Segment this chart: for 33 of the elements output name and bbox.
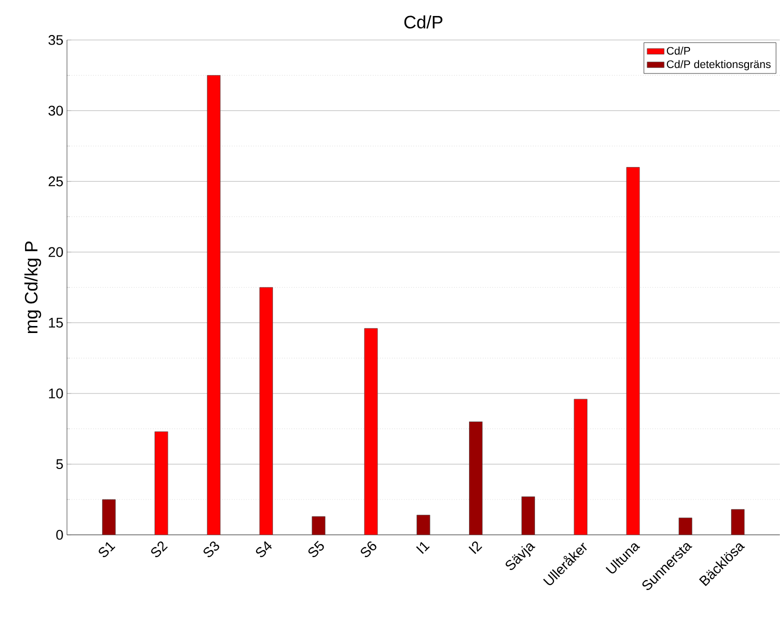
legend-label: Cd/P detektionsgräns [666, 60, 771, 70]
x-tick-label: S2 [151, 542, 168, 558]
bar [259, 287, 273, 535]
bar [469, 422, 483, 535]
x-tick-label: S5 [308, 540, 324, 558]
bar [364, 328, 378, 535]
y-tick-label: 35 [48, 35, 63, 45]
y-tick-label: 5 [56, 459, 63, 470]
bar [574, 398, 588, 535]
bar [206, 75, 220, 535]
y-tick-label: 20 [48, 247, 63, 258]
x-tick-label: I2 [468, 542, 482, 554]
x-tick-label: S6 [360, 542, 376, 558]
x-tick-label: S3 [204, 542, 220, 558]
bar [626, 167, 640, 535]
bar [731, 509, 745, 535]
bar [102, 499, 116, 535]
x-tick-label: I1 [416, 542, 430, 554]
y-axis-title: mg Cd/kg P [24, 242, 42, 334]
x-tick-label: S1 [98, 542, 116, 558]
bar [678, 518, 692, 535]
legend-label: Cd/P [666, 46, 690, 55]
x-tick-label: S4 [256, 541, 272, 558]
bar [416, 514, 430, 535]
bar [312, 516, 326, 535]
y-tick-label: 30 [48, 106, 63, 116]
bar [154, 432, 168, 535]
y-tick-label: 25 [48, 176, 63, 186]
y-tick-label: 0 [56, 530, 63, 540]
y-tick-label: 10 [49, 388, 63, 398]
bar [521, 496, 535, 535]
y-tick-label: 15 [49, 318, 63, 328]
chart-title: Cd/P [404, 15, 442, 29]
